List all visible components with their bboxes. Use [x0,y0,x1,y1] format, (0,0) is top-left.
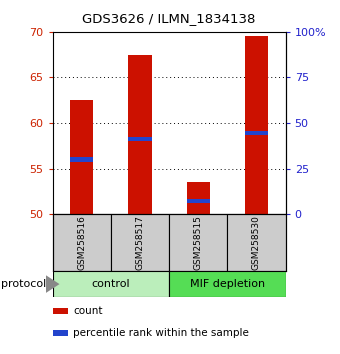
Text: GSM258530: GSM258530 [252,215,261,270]
Bar [129,55,152,214]
Polygon shape [46,275,60,293]
Bar [53,214,111,271]
Bar [53,330,68,336]
Bar [169,214,227,271]
Text: count: count [73,306,103,316]
Bar [187,182,210,214]
Bar [227,214,286,271]
Text: control: control [91,279,130,289]
Text: GSM258516: GSM258516 [77,215,86,270]
Bar [187,199,210,203]
Bar [245,36,268,214]
Bar [70,157,94,162]
Bar [53,271,169,297]
Text: percentile rank within the sample: percentile rank within the sample [73,328,249,338]
Text: MIF depletion: MIF depletion [190,279,265,289]
Text: protocol: protocol [1,279,46,289]
Bar [245,131,268,135]
Bar [129,137,152,141]
Bar [53,308,68,314]
Text: GSM258515: GSM258515 [194,215,203,270]
Bar [111,214,169,271]
Bar [70,100,94,214]
Text: GSM258517: GSM258517 [136,215,144,270]
Bar [169,271,286,297]
Text: GDS3626 / ILMN_1834138: GDS3626 / ILMN_1834138 [82,12,255,25]
